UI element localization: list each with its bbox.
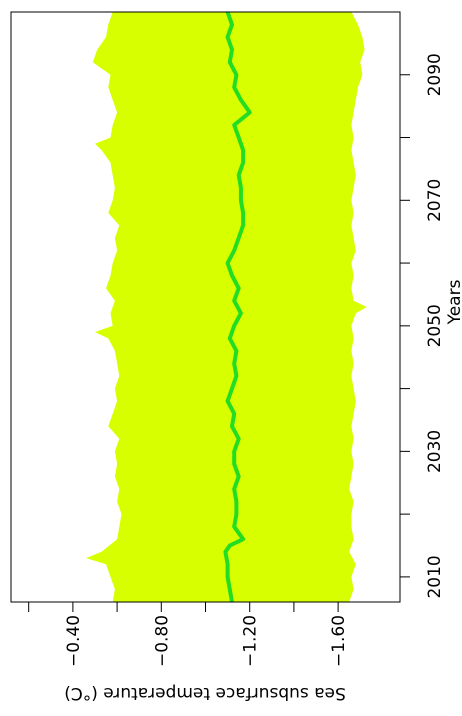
x-axis-title: Years <box>445 279 462 325</box>
x-tick-label: 2010 <box>425 555 445 598</box>
x-tick-label: 2030 <box>425 430 445 473</box>
uncertainty-band-area <box>86 12 367 602</box>
x-tick-label: 2090 <box>425 53 445 96</box>
mean-temperature-line <box>223 11 252 603</box>
x-axis-ticks: 2010 2030 2050 2070 2090 <box>400 53 445 599</box>
uncertainty-band <box>86 12 367 602</box>
y-axis-ticks: −0.40 −0.80 −1.20 −1.60 <box>28 602 349 667</box>
y-axis-title: Sea subsurface temperature (°C) <box>64 683 346 703</box>
x-tick-label: 2070 <box>425 179 445 222</box>
y-tick-label: −0.40 <box>64 615 84 667</box>
y-tick-label: −0.80 <box>152 615 172 667</box>
y-tick-label: −1.20 <box>241 615 261 667</box>
x-tick-label: 2050 <box>425 304 445 347</box>
y-tick-label: −1.60 <box>329 615 349 667</box>
mean-line <box>223 11 252 603</box>
